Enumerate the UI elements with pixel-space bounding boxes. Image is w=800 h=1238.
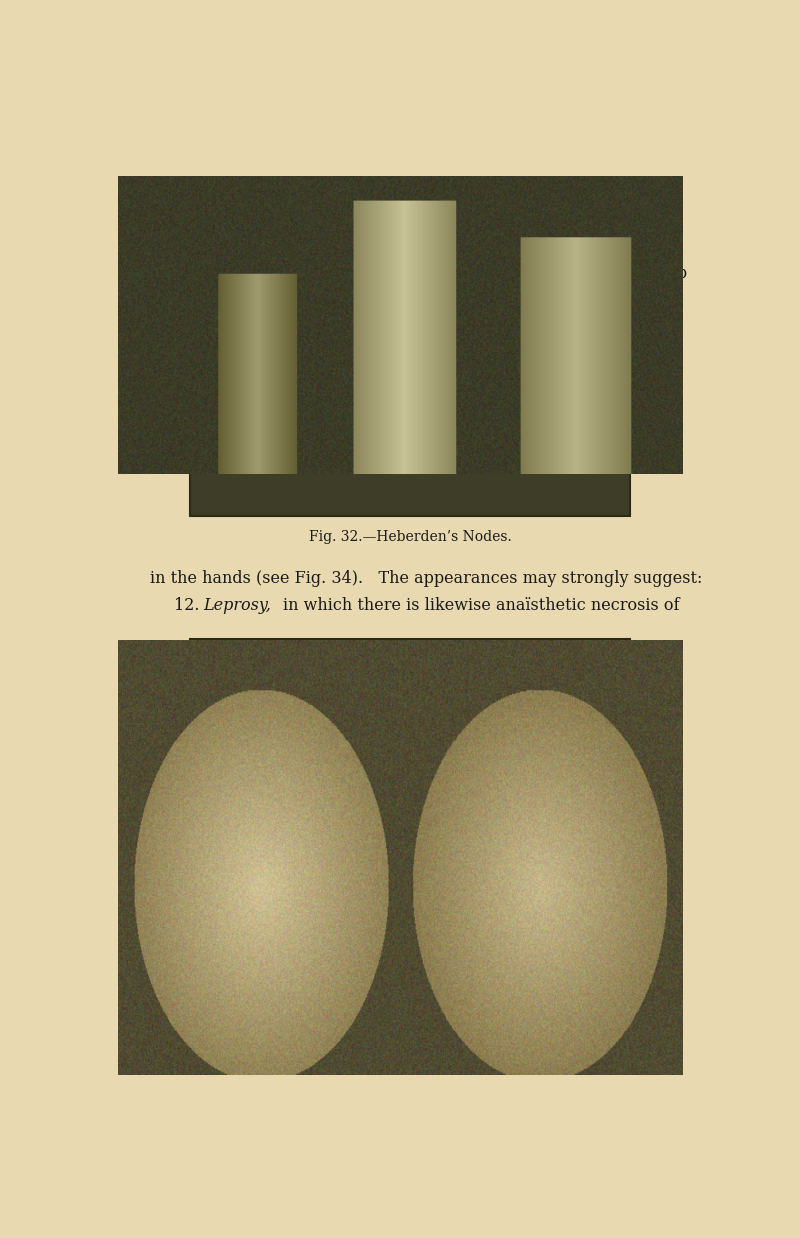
Text: Morvan’s Disease.: Morvan’s Disease. [203,236,353,254]
Text: 11.: 11. [174,236,210,254]
Text: —As a part of syringomyelia multiple: —As a part of syringomyelia multiple [342,236,644,254]
Bar [190,282,630,515]
Text: in which there is likewise anaïsthetic necrosis of: in which there is likewise anaïsthetic n… [283,597,679,614]
Text: Fig. 32.—Heberden’s Nodes.: Fig. 32.—Heberden’s Nodes. [309,530,511,543]
Text: Leprosy,: Leprosy, [203,597,271,614]
Text: in the hands (see Fig. 34).   The appearances may strongly suggest:: in the hands (see Fig. 34). The appearan… [150,569,702,587]
Text: 50: 50 [150,188,174,207]
Text: PHYSICAL DIAGNOSIS.: PHYSICAL DIAGNOSIS. [272,188,548,208]
Text: Fig. 33.—Tuberculous Dactylitis.: Fig. 33.—Tuberculous Dactylitis. [294,992,526,1006]
Text: arthropathies (atrophic arthritis) and painless felons may develop: arthropathies (atrophic arthritis) and p… [150,265,686,282]
Bar [190,640,630,978]
Text: 12.: 12. [174,597,210,614]
